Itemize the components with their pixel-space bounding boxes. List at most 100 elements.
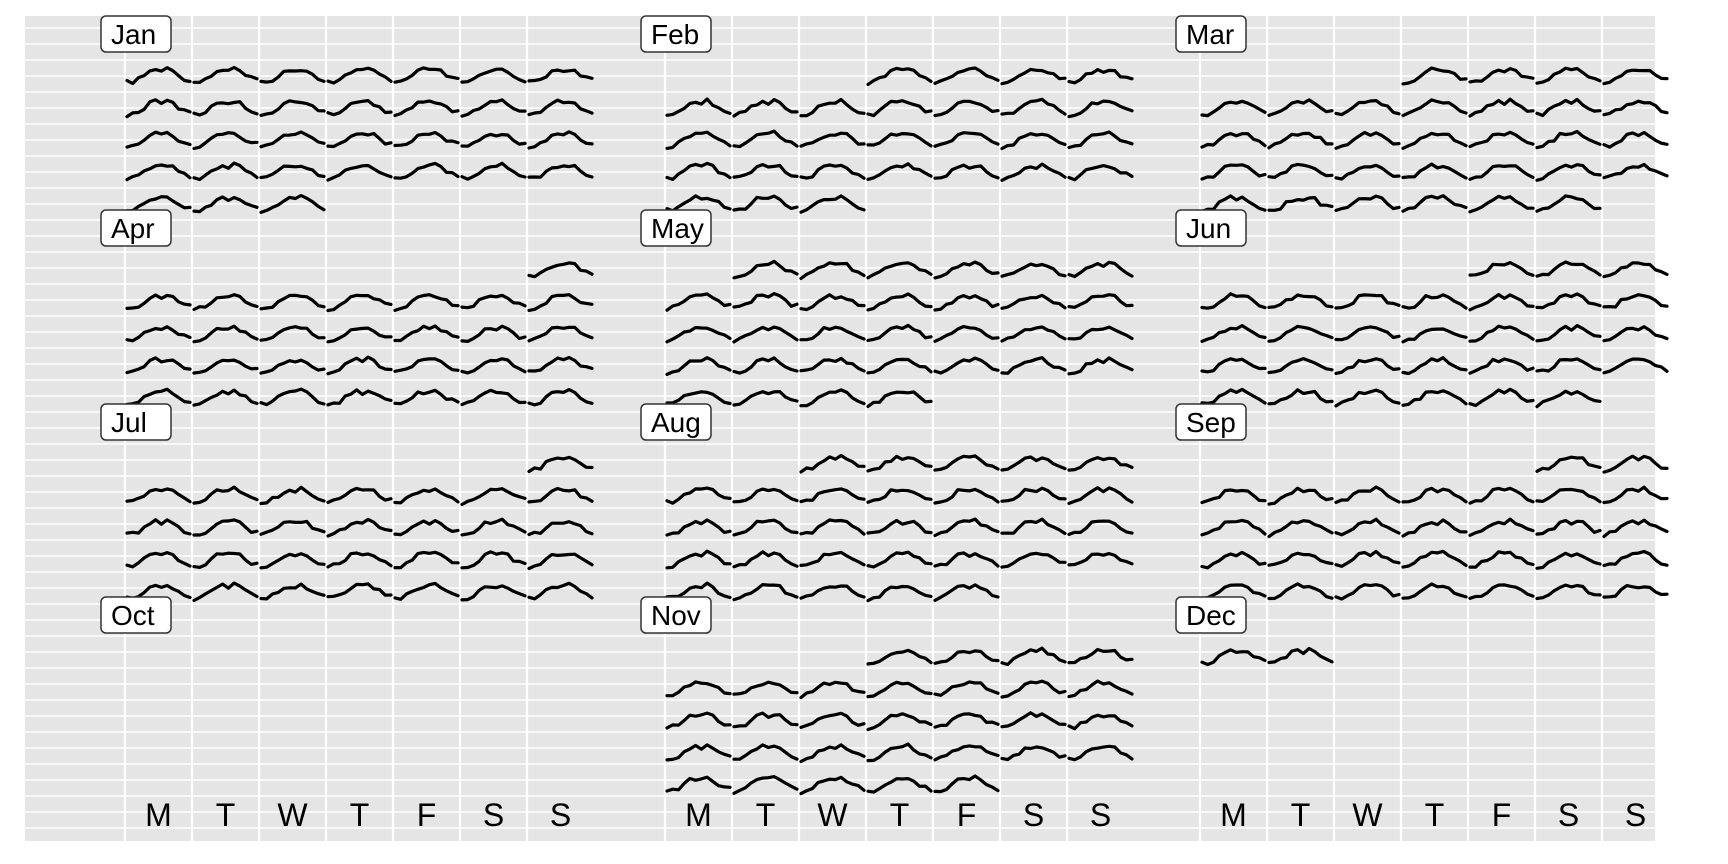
day-trace — [665, 356, 732, 376]
day-trace — [1200, 324, 1267, 343]
day-trace — [1000, 745, 1067, 762]
weekday-tick-label: T — [1291, 797, 1311, 833]
day-trace — [259, 193, 326, 214]
day-trace — [1000, 679, 1067, 699]
day-trace — [866, 261, 933, 280]
day-trace — [1468, 550, 1535, 569]
month-label: Apr — [111, 213, 155, 244]
day-trace — [799, 743, 866, 764]
day-trace — [1535, 551, 1602, 570]
day-trace — [1000, 356, 1067, 375]
day-trace — [1602, 68, 1669, 86]
day-trace — [1468, 486, 1535, 505]
day-trace — [1401, 131, 1468, 150]
day-trace — [799, 97, 866, 118]
day-trace — [125, 325, 192, 343]
day-trace — [799, 163, 866, 180]
day-trace — [1535, 487, 1602, 504]
day-trace — [1000, 711, 1067, 729]
day-trace — [460, 517, 527, 537]
day-trace — [866, 357, 933, 375]
day-trace — [1067, 679, 1134, 699]
day-trace — [1468, 387, 1535, 408]
day-trace — [933, 551, 1000, 568]
day-trace — [192, 485, 259, 505]
day-trace — [393, 99, 460, 118]
day-trace — [192, 100, 259, 117]
day-trace — [326, 551, 393, 569]
day-trace — [1468, 97, 1535, 118]
day-trace — [933, 680, 1000, 697]
day-trace — [799, 775, 866, 796]
day-trace — [799, 680, 866, 700]
day-trace — [1334, 485, 1401, 504]
day-trace — [1334, 130, 1401, 150]
weekday-tick-label: M — [1220, 797, 1247, 833]
weekday-tick-label: W — [1352, 797, 1383, 833]
month-label: Feb — [651, 19, 699, 50]
day-trace — [933, 324, 1000, 343]
day-trace — [192, 518, 259, 537]
day-trace — [393, 161, 460, 180]
day-trace — [1401, 549, 1468, 569]
day-trace — [1535, 194, 1602, 213]
day-trace — [665, 775, 732, 793]
day-trace — [192, 388, 259, 407]
day-trace — [192, 581, 259, 602]
day-trace — [1200, 387, 1267, 405]
day-trace — [125, 387, 192, 407]
day-trace — [1267, 551, 1334, 567]
day-trace — [665, 680, 732, 698]
day-trace — [1401, 194, 1468, 213]
day-trace — [732, 194, 799, 212]
day-trace — [460, 161, 527, 181]
day-trace — [732, 390, 799, 407]
day-trace — [259, 325, 326, 342]
day-trace — [866, 742, 933, 763]
day-trace — [1602, 325, 1669, 343]
day-trace — [1468, 357, 1535, 375]
day-trace — [393, 581, 460, 601]
day-trace — [1535, 357, 1602, 373]
day-trace — [933, 260, 1000, 280]
month-label: Mar — [1186, 19, 1234, 50]
day-trace — [1200, 357, 1267, 374]
day-trace — [259, 485, 326, 506]
weekday-tick-label: S — [550, 797, 571, 833]
day-trace — [1000, 517, 1067, 536]
day-trace — [732, 356, 799, 375]
day-trace — [866, 162, 933, 181]
day-trace — [192, 161, 259, 182]
day-trace — [460, 357, 527, 375]
day-trace — [866, 550, 933, 569]
day-trace — [665, 711, 732, 730]
day-trace — [1535, 97, 1602, 118]
month-strip — [100, 596, 172, 634]
day-trace — [933, 517, 1000, 538]
day-trace — [1602, 549, 1669, 568]
day-trace — [1602, 261, 1669, 279]
day-trace — [933, 744, 1000, 762]
day-trace — [192, 131, 259, 151]
day-trace — [1602, 293, 1669, 309]
day-trace — [665, 194, 732, 213]
day-trace — [866, 488, 933, 504]
day-trace — [1468, 517, 1535, 537]
day-trace — [799, 453, 866, 474]
day-trace — [1000, 293, 1067, 310]
day-trace — [326, 99, 393, 117]
day-trace — [1334, 325, 1401, 342]
day-trace — [527, 388, 594, 407]
traces-layer — [125, 65, 1669, 796]
day-trace — [799, 584, 866, 600]
weekday-tick-label: M — [145, 797, 172, 833]
day-trace — [125, 130, 192, 149]
day-trace — [732, 292, 799, 309]
day-trace — [799, 194, 866, 214]
month-label: Jan — [111, 19, 156, 50]
day-trace — [1000, 325, 1067, 343]
day-trace — [1267, 131, 1334, 150]
day-trace — [866, 777, 933, 794]
day-trace — [1000, 455, 1067, 472]
day-trace — [799, 293, 866, 312]
